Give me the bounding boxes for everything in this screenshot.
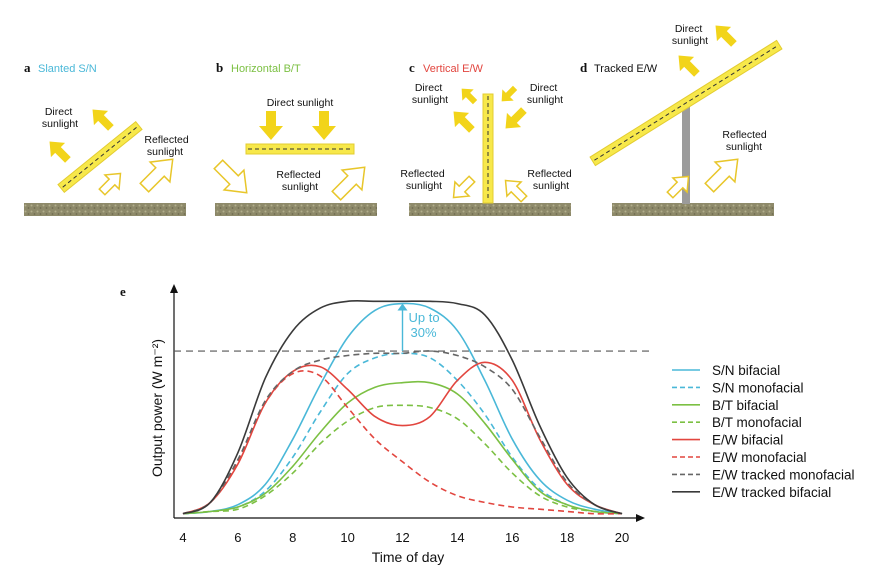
legend-label-e-w-bifacial: E/W bifacial [712, 433, 783, 448]
annotation-group: Up to 30% [397, 303, 440, 352]
panel-a-reflected-arrow-2 [139, 158, 174, 193]
panel-c: c Vertical E/W Direct sunlight D [400, 60, 574, 216]
series-line-s-n-monofacial [182, 352, 623, 515]
panel-a: a Slanted S/N Direct sunlight Reflected … [24, 60, 191, 216]
x-tick-label: 16 [505, 530, 519, 545]
panel-a-reflected-arrow-1 [98, 172, 122, 196]
panel-d-reflected-arrow-1 [666, 175, 690, 199]
panel-d-letter: d [580, 60, 588, 75]
legend-label-b-t-monofacial: B/T monofacial [712, 415, 802, 430]
x-tick-label: 20 [615, 530, 629, 545]
series-line-e-w-monofacial [182, 370, 623, 515]
series-line-b-t-bifacial [182, 380, 623, 515]
series-line-b-t-monofacial [182, 404, 623, 515]
panel-b: b Horizontal B/T Direct sunlight Reflect… [213, 60, 377, 216]
x-tick-label: 4 [179, 530, 186, 545]
x-tick-label: 12 [395, 530, 409, 545]
panel-d: d Tracked E/W Direct sunlight Reflected … [580, 23, 783, 216]
panel-b-direct-arrow-1 [259, 111, 283, 140]
panel-b-reflected-arrow-1 [213, 159, 248, 194]
x-tick-label: 18 [560, 530, 574, 545]
panel-e-letter: e [120, 284, 126, 299]
panel-b-direct-arrow-2 [312, 111, 336, 140]
annotation-arrowhead [397, 303, 408, 311]
legend-label-b-t-bifacial: B/T bifacial [712, 398, 779, 413]
annotation-label: Up to 30% [409, 310, 440, 340]
panel-d-direct-arrow-1 [715, 25, 737, 47]
panel-d-direct-arrow-2 [678, 55, 700, 77]
legend-label-e-w-tracked-monofacial: E/W tracked monofacial [712, 467, 855, 482]
panel-a-direct-label: Direct sunlight [42, 106, 78, 130]
panel-a-ground [24, 203, 186, 216]
panel-c-solar-panel [482, 93, 494, 204]
panel-c-direct-arrow-right [505, 107, 527, 129]
legend: S/N bifacial S/N monofacial B/T bifacial B/… [672, 363, 855, 500]
panel-c-reflected-right-label: Reflected sunlight [527, 168, 574, 192]
y-axis-label: Output power (W m⁻²) [149, 339, 165, 477]
panel-c-direct-right-label: Direct sunlight [527, 82, 563, 106]
panel-b-letter: b [216, 60, 223, 75]
y-axis-arrowhead [170, 284, 178, 293]
x-ticks: 4 6 8 10 12 14 16 18 20 [179, 530, 629, 545]
panel-a-title: Slanted S/N [38, 63, 97, 75]
panel-c-reflected-arrow-left [452, 175, 476, 199]
panel-c-direct-arrow-left [453, 111, 475, 133]
series-line-e-w-tracked-bifacial [182, 300, 623, 515]
panel-a-reflected-label: Reflected sunlight [144, 134, 191, 158]
panel-d-solar-panel [589, 39, 783, 167]
x-tick-label: 6 [234, 530, 241, 545]
panel-d-title: Tracked E/W [594, 63, 658, 75]
x-tick-label: 8 [289, 530, 296, 545]
panel-d-direct-label: Direct sunlight [672, 23, 708, 47]
panel-a-direct-arrow-1 [49, 141, 71, 163]
panel-c-ground [409, 203, 571, 216]
panel-c-direct-left-label: Direct sunlight [412, 82, 448, 106]
legend-label-e-w-tracked-bifacial: E/W tracked bifacial [712, 485, 831, 500]
panel-b-reflected-label: Reflected sunlight [276, 169, 323, 193]
panel-c-reflected-arrow-right [504, 179, 528, 203]
legend-label-s-n-monofacial: S/N monofacial [712, 380, 804, 395]
panel-b-reflected-arrow-2 [331, 166, 366, 201]
panel-b-title: Horizontal B/T [231, 63, 301, 75]
panel-a-letter: a [24, 60, 31, 75]
panel-d-ground [612, 203, 774, 216]
panel-c-direct-arrow-left-2 [461, 88, 478, 105]
panel-a-direct-arrow-2 [92, 109, 114, 131]
panel-b-ground [215, 203, 377, 216]
x-axis-label: Time of day [372, 549, 445, 565]
series-line-e-w-tracked-monofacial [182, 350, 623, 515]
x-tick-label: 14 [450, 530, 464, 545]
panel-a-solar-panel [57, 120, 143, 194]
panel-c-direct-arrow-right-2 [501, 85, 518, 102]
panel-e-chart: e 4 6 8 10 12 14 16 18 20 Up to 30% Time of day O… [120, 284, 855, 565]
panel-b-direct-label: Direct sunlight [267, 97, 334, 109]
x-axis-arrowhead [636, 514, 645, 522]
panel-d-pole [682, 104, 690, 204]
x-tick-label: 10 [340, 530, 354, 545]
legend-label-e-w-monofacial: E/W monofacial [712, 450, 807, 465]
panel-b-solar-panel [245, 143, 355, 155]
panel-d-reflected-arrow-2 [704, 158, 739, 193]
panel-c-reflected-left-label: Reflected sunlight [400, 168, 447, 192]
panel-d-reflected-label: Reflected sunlight [722, 129, 769, 153]
legend-label-s-n-bifacial: S/N bifacial [712, 363, 780, 378]
panel-c-letter: c [409, 60, 415, 75]
panel-c-title: Vertical E/W [423, 63, 484, 75]
